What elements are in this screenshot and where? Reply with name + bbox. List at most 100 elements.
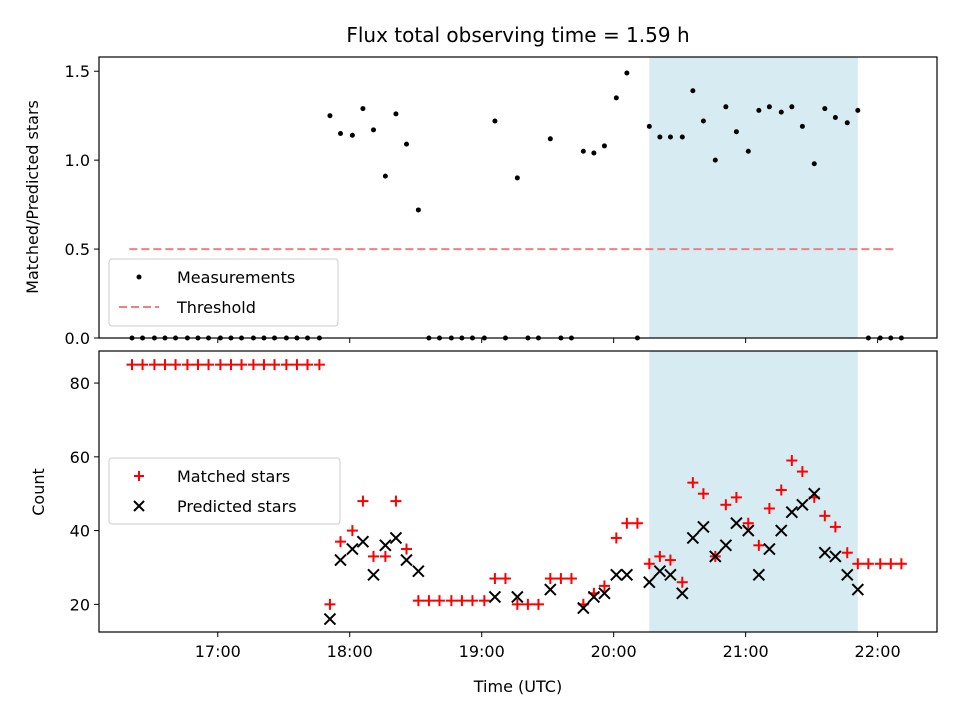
measurement-point bbox=[745, 148, 751, 154]
matched-star-point bbox=[511, 598, 523, 610]
matched-star-point bbox=[885, 558, 897, 570]
measurement-point bbox=[700, 118, 706, 124]
count-y-tick-label: 60 bbox=[70, 448, 90, 467]
matched-star-point bbox=[598, 580, 610, 592]
predicted-star-point bbox=[686, 531, 700, 545]
ratio-y-tick-label: 0.0 bbox=[65, 329, 90, 348]
ratio-y-axis-label: Matched/Predicted stars bbox=[23, 100, 42, 294]
count-x-ticks: 17:00 18:00 19:00 20:00 21:00 22:00 bbox=[195, 632, 901, 661]
predicted-star-point bbox=[752, 568, 766, 582]
chart-title: Flux total observing time = 1.59 h bbox=[346, 23, 689, 47]
matched-star-point bbox=[720, 499, 732, 511]
measurement-point bbox=[327, 113, 333, 119]
predicted-star-point bbox=[389, 531, 403, 545]
ratio-legend-box bbox=[108, 258, 339, 327]
matched-star-point bbox=[466, 595, 478, 607]
measurement-point bbox=[646, 123, 652, 129]
count-points bbox=[126, 359, 907, 626]
x-tick-label: 21:00 bbox=[723, 642, 769, 661]
matched-star-point bbox=[796, 466, 808, 478]
measurement-point bbox=[360, 106, 366, 112]
predicted-star-point bbox=[796, 498, 809, 511]
matched-star-point bbox=[819, 510, 831, 522]
matched-star-point bbox=[631, 517, 643, 529]
matched-star-point bbox=[148, 359, 160, 371]
measurement-point bbox=[393, 111, 399, 117]
measurements-legend-label: Measurements bbox=[177, 268, 295, 287]
matched-star-point bbox=[357, 495, 369, 507]
matched-star-point bbox=[214, 359, 226, 371]
matched-star-point bbox=[697, 488, 709, 500]
measurement-point bbox=[613, 95, 619, 101]
matched-star-point bbox=[786, 455, 798, 467]
measurement-point bbox=[832, 114, 838, 120]
predicted-star-point bbox=[620, 568, 634, 582]
measurement-point bbox=[789, 104, 795, 110]
matched-star-point bbox=[654, 550, 666, 562]
matched-star-point bbox=[555, 573, 567, 585]
x-tick-label: 22:00 bbox=[855, 642, 901, 661]
matched-star-point bbox=[181, 359, 193, 371]
matched-star-point bbox=[775, 484, 787, 496]
measurement-point bbox=[349, 132, 355, 138]
matched-star-point bbox=[852, 558, 864, 570]
ratio-axes-frame bbox=[98, 56, 938, 339]
count-legend-box bbox=[108, 457, 341, 525]
measurement-point bbox=[338, 130, 344, 136]
ratio-y-tick-label: 1.0 bbox=[65, 151, 90, 170]
matched-star-point bbox=[126, 359, 138, 371]
predicted-star-point bbox=[785, 505, 799, 519]
matched-star-point bbox=[687, 477, 699, 489]
matched-star-point bbox=[412, 595, 424, 607]
count-y-tick-label: 40 bbox=[70, 522, 90, 541]
x-tick-label: 20:00 bbox=[591, 642, 637, 661]
matched-star-point bbox=[236, 359, 248, 371]
ratio-legend: Measurements Threshold bbox=[108, 258, 339, 327]
matched-star-point bbox=[137, 359, 149, 371]
measurement-point bbox=[580, 148, 586, 154]
measurement-point bbox=[766, 104, 772, 110]
ratio-highlight-span bbox=[649, 57, 858, 338]
measurement-point bbox=[723, 104, 729, 110]
ratio-y-ticks: 0.0 0.5 1.0 1.5 bbox=[65, 62, 99, 348]
measurement-point bbox=[591, 150, 597, 156]
matched-legend-marker bbox=[134, 471, 144, 481]
matched-star-point bbox=[841, 547, 853, 559]
predicted-star-point bbox=[742, 524, 755, 537]
x-axis-label: Time (UTC) bbox=[473, 677, 562, 696]
matched-star-point bbox=[280, 359, 292, 371]
predicted-star-point bbox=[730, 517, 743, 530]
matched-star-point bbox=[313, 359, 325, 371]
matched-star-point bbox=[664, 554, 676, 566]
predicted-star-point bbox=[808, 487, 821, 500]
measurement-point bbox=[712, 157, 718, 163]
predicted-star-point bbox=[511, 590, 524, 604]
matched-star-point bbox=[367, 550, 379, 562]
matched-star-point bbox=[499, 573, 511, 585]
predicted-star-point bbox=[488, 590, 502, 604]
matched-legend-label: Matched stars bbox=[177, 467, 290, 486]
ratio-x-ticks bbox=[217, 338, 879, 343]
matched-star-point bbox=[170, 359, 182, 371]
measurement-point bbox=[778, 109, 784, 115]
matched-star-point bbox=[730, 491, 742, 503]
matched-star-point bbox=[456, 595, 468, 607]
predicted-legend-marker bbox=[133, 500, 145, 512]
predicted-star-point bbox=[851, 583, 865, 596]
predicted-star-point bbox=[323, 612, 337, 626]
matched-star-point bbox=[862, 558, 874, 570]
measurements-legend-marker bbox=[136, 274, 142, 280]
predicted-star-point bbox=[775, 524, 788, 537]
predicted-star-point bbox=[598, 587, 611, 600]
matched-star-point bbox=[423, 595, 435, 607]
measurement-point bbox=[855, 107, 861, 113]
measurement-point bbox=[624, 70, 630, 76]
predicted-star-point bbox=[610, 568, 623, 582]
matched-star-point bbox=[192, 359, 204, 371]
predicted-star-point bbox=[356, 535, 370, 548]
predicted-star-point bbox=[664, 568, 677, 582]
predicted-star-point bbox=[544, 583, 557, 596]
matched-star-point bbox=[159, 359, 171, 371]
